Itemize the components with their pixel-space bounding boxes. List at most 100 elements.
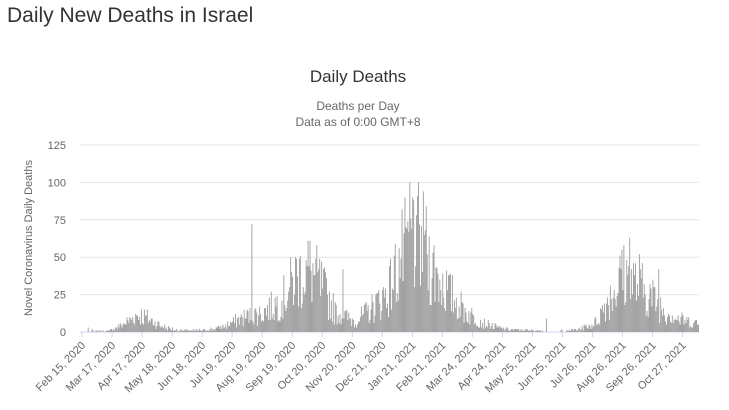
bar (604, 303, 605, 332)
bar (483, 318, 485, 332)
bar (164, 324, 166, 332)
bar (425, 206, 427, 332)
bar (641, 263, 643, 332)
bar (462, 303, 464, 332)
bar (270, 291, 272, 332)
bar (540, 330, 542, 332)
bar (112, 329, 114, 332)
bar (449, 275, 450, 332)
bar (603, 312, 604, 332)
bar (670, 323, 672, 332)
bar (372, 302, 374, 332)
bar (673, 320, 675, 332)
bar (393, 255, 395, 332)
bar (575, 330, 577, 332)
bar (336, 324, 338, 332)
bar (285, 311, 287, 332)
bar (273, 320, 275, 332)
bar (259, 306, 261, 332)
bar (342, 269, 344, 332)
bar (610, 299, 612, 332)
bar (139, 317, 140, 332)
bar (221, 329, 223, 332)
bar (366, 311, 368, 332)
bar (661, 309, 663, 332)
bar (629, 237, 631, 332)
bar (345, 311, 347, 332)
bar (524, 330, 526, 332)
bar (445, 311, 447, 332)
bar (533, 330, 535, 332)
bar (480, 320, 481, 332)
bar (436, 267, 438, 332)
bar (258, 315, 260, 332)
bar (355, 324, 356, 332)
bar (690, 326, 692, 332)
bar (675, 320, 677, 332)
bar (256, 312, 258, 332)
bar (305, 260, 307, 332)
bar (293, 305, 294, 332)
bar (286, 308, 288, 332)
bar (227, 321, 229, 332)
bar (500, 327, 502, 332)
bar (453, 300, 455, 332)
bar (451, 311, 452, 332)
bar (204, 330, 206, 332)
bar (424, 230, 426, 332)
bar (408, 231, 410, 332)
bar (406, 228, 408, 332)
bar (413, 200, 415, 332)
bar (624, 305, 626, 332)
bar (318, 269, 320, 332)
bar (142, 324, 144, 332)
bar (317, 272, 319, 332)
bar (428, 236, 430, 332)
y-tick-label: 100 (48, 177, 66, 189)
bar (376, 293, 378, 332)
bar (458, 306, 460, 332)
bar (460, 291, 462, 332)
bar (561, 329, 563, 332)
bar (225, 324, 227, 332)
bar (657, 299, 659, 332)
bar (308, 266, 310, 332)
bar (169, 327, 170, 332)
bar (287, 300, 289, 332)
bar (110, 329, 112, 332)
bar (530, 330, 532, 332)
bar (630, 299, 632, 332)
bar (98, 330, 100, 332)
bar (267, 320, 269, 332)
bar (141, 323, 143, 332)
bar (254, 309, 256, 332)
bar (194, 330, 196, 332)
bar (442, 273, 444, 332)
bar (414, 287, 416, 332)
bar (437, 273, 439, 332)
bar (537, 330, 539, 332)
chart-title: Daily Deaths (310, 67, 406, 86)
bar (605, 321, 606, 332)
bar (597, 324, 599, 332)
bar (331, 321, 333, 332)
bar (455, 297, 457, 332)
bar (667, 317, 668, 332)
y-tick-label: 0 (60, 327, 66, 339)
bar (580, 329, 582, 332)
bar (294, 294, 295, 332)
bar (160, 327, 162, 332)
bar (380, 320, 382, 332)
bar (316, 245, 318, 332)
bar (591, 324, 593, 332)
bar (655, 311, 657, 332)
bar (144, 315, 146, 332)
bar (148, 320, 150, 332)
bar (571, 329, 573, 332)
bar (592, 327, 594, 332)
bar (234, 314, 236, 332)
bar (463, 323, 465, 332)
bar (632, 294, 634, 332)
bar (418, 182, 419, 332)
bar (435, 267, 437, 332)
